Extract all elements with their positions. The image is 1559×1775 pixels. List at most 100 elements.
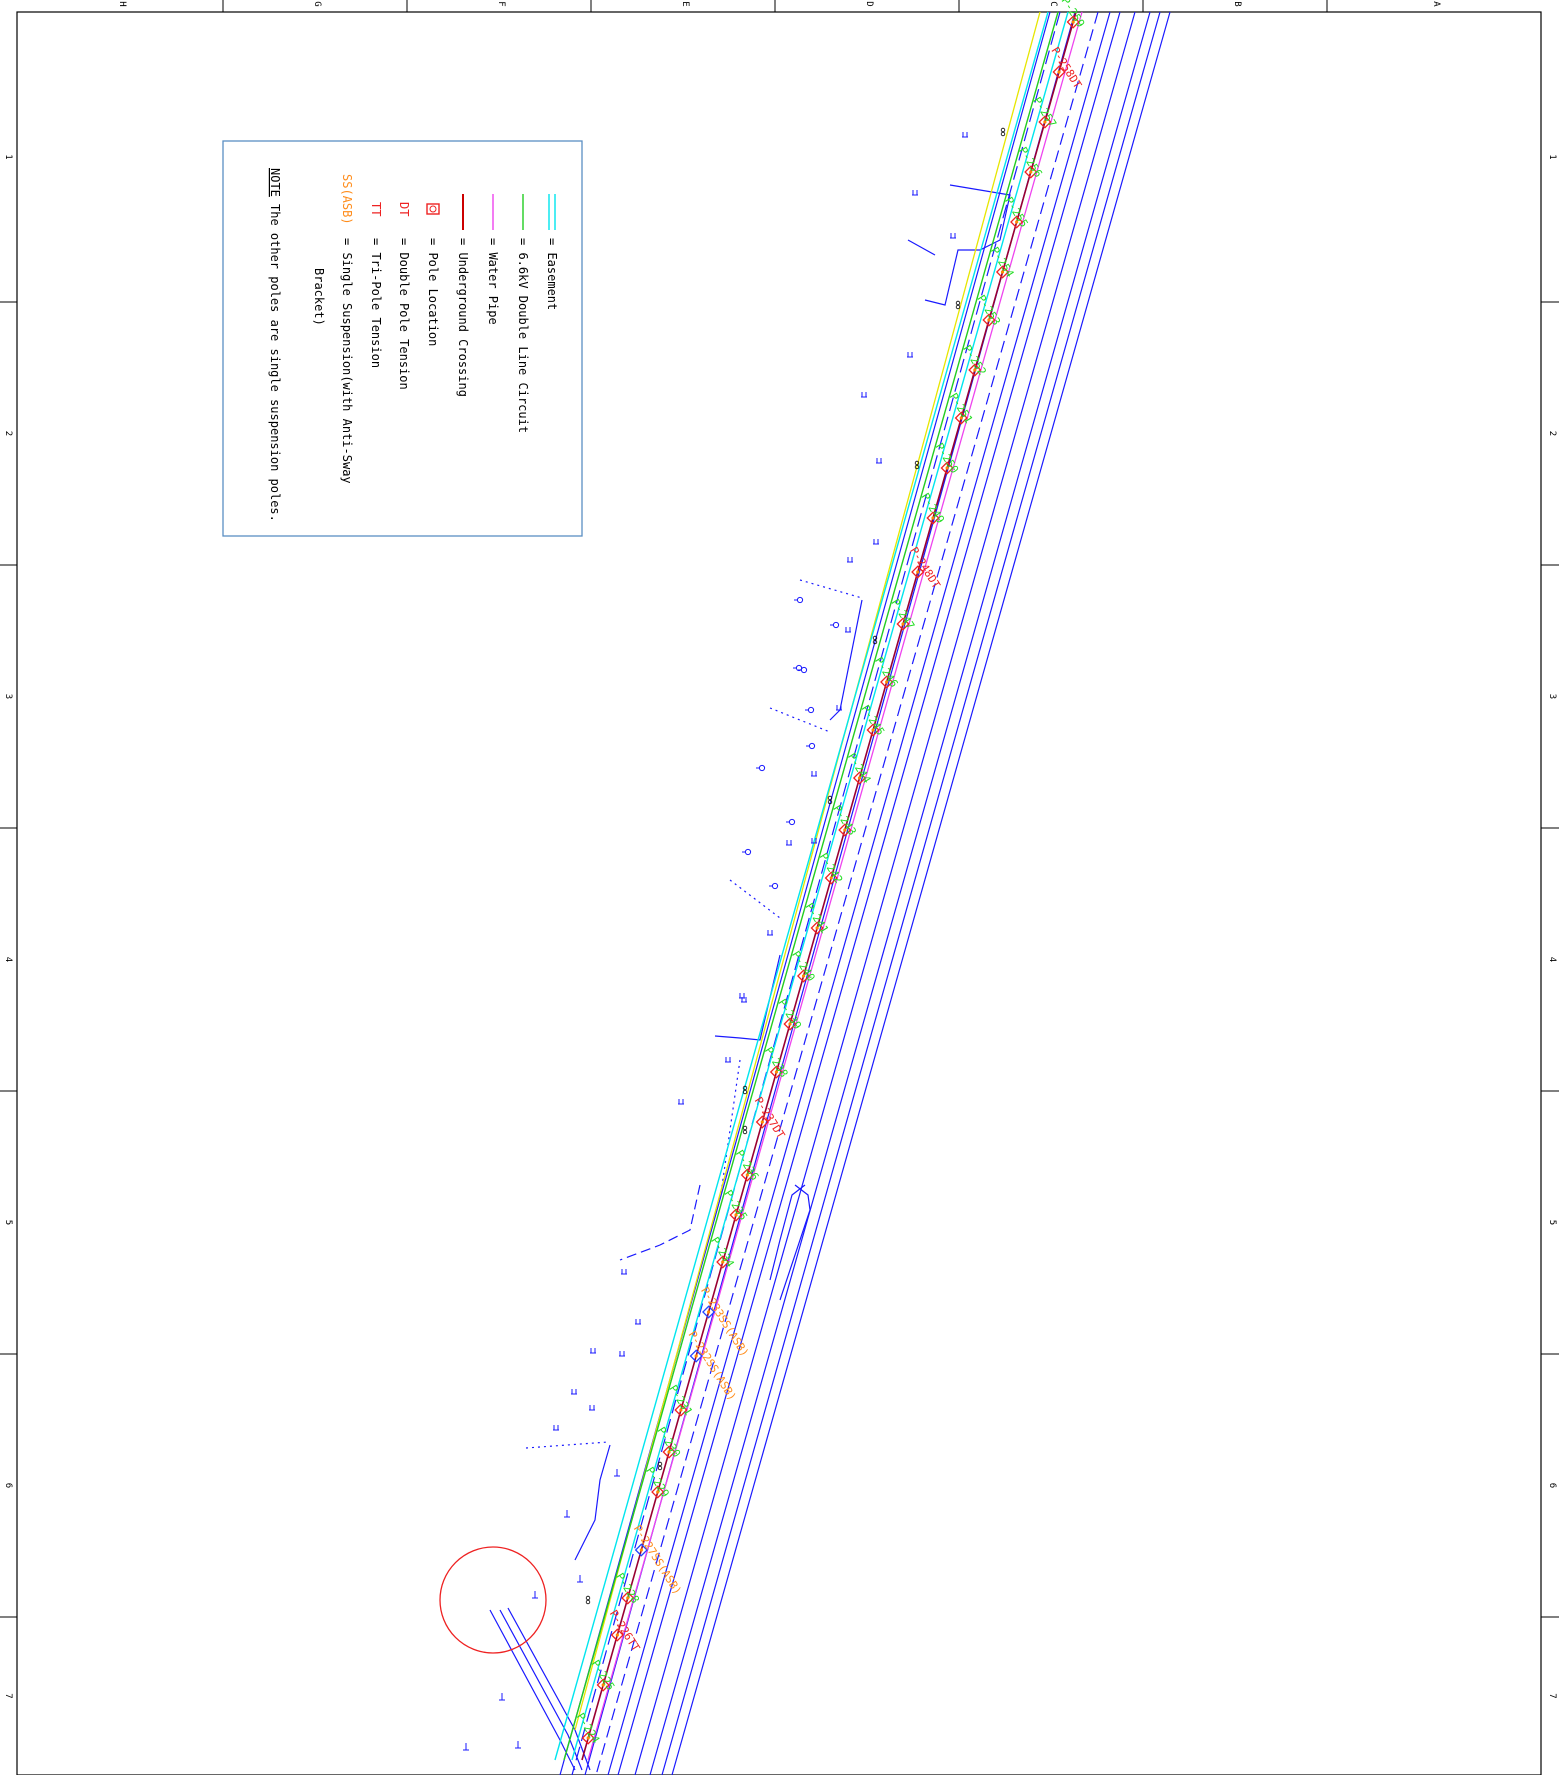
legend-pole-location-text: = Pole Location <box>426 238 440 346</box>
pole-label: P-237DT <box>752 1095 788 1142</box>
pole-marker-center <box>1043 120 1047 124</box>
legend-water-pipe-text: = Water Pipe <box>486 238 500 325</box>
legend-circuit-text: = 6.6kV Double Line Circuit <box>516 238 530 433</box>
pole-marker <box>954 411 968 425</box>
manhole-symbol <box>744 848 752 856</box>
grid-column-label: F <box>496 1 506 6</box>
manhole-symbol <box>808 742 816 750</box>
property-boundary <box>924 184 1011 306</box>
pole-label: P-253 <box>974 293 1003 328</box>
grid-row-label: 5 <box>3 1220 13 1225</box>
junction-curve <box>779 1184 811 1301</box>
water-pipe-line <box>587 11 1083 1761</box>
manhole-symbol <box>800 666 808 674</box>
pole-marker-center <box>694 1354 698 1358</box>
pole-marker-center <box>885 680 889 684</box>
manhole-symbol <box>807 706 815 714</box>
dotted-line <box>525 1441 609 1449</box>
pole-marker-center <box>760 1120 764 1124</box>
road-edge <box>559 11 1051 1775</box>
grid-row-label: 2 <box>3 431 13 436</box>
pole-marker-center <box>916 570 920 574</box>
property-boundary <box>907 239 936 256</box>
grid-row-label: 4 <box>1547 957 1557 962</box>
pole-marker <box>769 1065 784 1079</box>
pole-marker <box>1024 165 1038 179</box>
pole-marker <box>810 921 824 935</box>
pole-marker-center <box>987 318 991 322</box>
pole-marker <box>995 265 1010 279</box>
pole-markers <box>581 15 1080 1745</box>
survey-marker <box>872 635 878 641</box>
pole-marker-center <box>973 368 977 372</box>
survey-marker <box>1000 131 1006 137</box>
grid-column-label: H <box>117 1 127 6</box>
grid-column-label: E <box>680 1 690 6</box>
grid-ticks <box>0 0 1559 1618</box>
pole-marker <box>610 1628 624 1642</box>
legend-note-label: NOTE <box>268 168 282 197</box>
tree-symbol <box>621 1269 627 1275</box>
grid-row-label: 3 <box>1547 694 1557 699</box>
pole-marker-center <box>801 974 806 978</box>
survey-marker <box>742 1085 748 1091</box>
tree-symbol <box>571 1389 577 1395</box>
dotted-boundaries <box>525 579 863 1449</box>
manhole-symbol <box>758 764 766 772</box>
arrow-symbol <box>614 1469 620 1477</box>
grid-row-label: 7 <box>1547 1693 1557 1698</box>
pole-marker <box>968 363 982 377</box>
grid-row-label: 1 <box>1547 154 1557 159</box>
tree-symbol <box>907 352 913 358</box>
road-line <box>617 11 1121 1775</box>
pole-marker-center <box>601 1683 605 1687</box>
pole-marker-center <box>774 1070 779 1074</box>
tree-symbol <box>962 132 968 138</box>
map-glyphs <box>463 127 1006 1751</box>
tree-symbol <box>590 1348 596 1354</box>
side-road <box>499 1609 583 1771</box>
arrow-symbol <box>532 1591 538 1599</box>
grid-row-label: 6 <box>3 1483 13 1488</box>
tree-symbol <box>845 627 851 633</box>
grid-column-label: G <box>312 1 322 6</box>
pole-marker <box>982 313 996 327</box>
grid-column-label: A <box>1431 1 1441 7</box>
pole-marker-center <box>857 776 862 780</box>
pole-marker <box>581 1731 595 1745</box>
legend-note-text: The other poles are single suspension po… <box>268 204 282 522</box>
grid-row-label: 7 <box>3 1693 13 1698</box>
pole-marker <box>896 617 910 631</box>
tree-symbol <box>589 1405 595 1411</box>
pole-marker-center <box>721 1260 725 1264</box>
pole-marker-center <box>679 1408 683 1412</box>
pole-marker <box>740 1168 754 1182</box>
legend-symbol-tt: TT <box>369 202 383 216</box>
arrow-symbol <box>463 1743 469 1751</box>
legend-symbol-dt: DT <box>397 202 411 216</box>
tree-symbol <box>741 997 747 1003</box>
manhole-symbol <box>788 818 796 826</box>
grid-row-label: 2 <box>1547 431 1557 436</box>
survey-marker <box>585 1595 591 1601</box>
easement-lines <box>554 11 1069 1761</box>
pole-marker <box>1066 15 1080 29</box>
tree-symbol <box>811 838 817 844</box>
dotted-line <box>799 579 863 599</box>
grid-row-label: 3 <box>3 694 13 699</box>
grid-row-label: 5 <box>1547 1220 1557 1225</box>
pole-marker-center <box>734 1213 738 1217</box>
arrow-symbol <box>499 1693 505 1701</box>
pole-marker <box>852 771 867 785</box>
pole-marker-center <box>815 926 819 930</box>
tree-symbol <box>876 458 882 464</box>
pole-marker <box>674 1403 688 1417</box>
survey-marker <box>657 1461 663 1467</box>
tree-symbol <box>725 1057 731 1063</box>
road-line <box>649 11 1151 1775</box>
grid-row-label: 4 <box>3 957 13 962</box>
pole-marker <box>729 1208 743 1222</box>
legend-box <box>222 140 583 537</box>
pole-marker-center <box>945 466 949 470</box>
